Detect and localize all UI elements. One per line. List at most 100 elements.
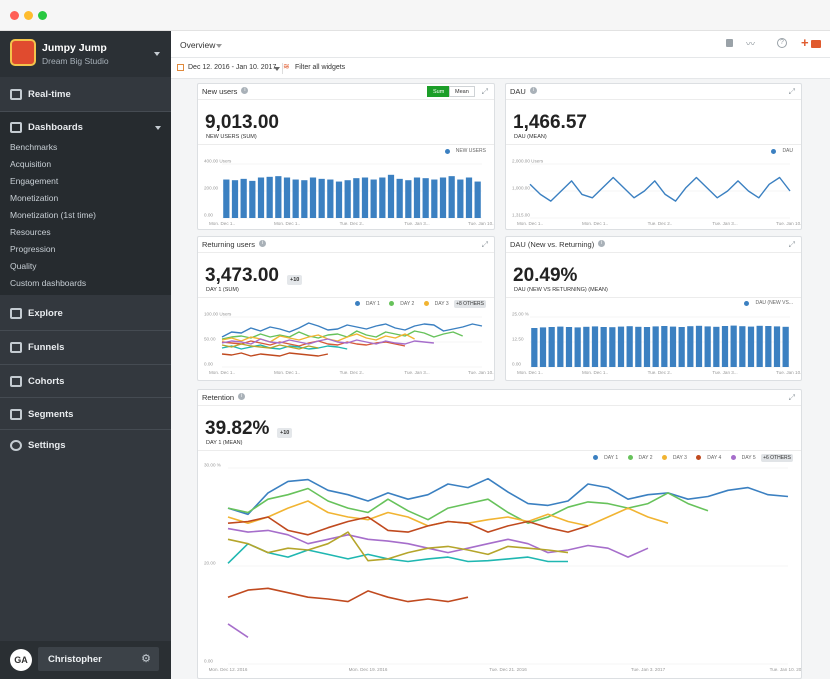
divider — [506, 297, 801, 298]
more-metrics-badge[interactable]: +10 — [277, 428, 293, 438]
expand-icon[interactable]: ⤢ — [788, 393, 795, 402]
bar — [635, 326, 642, 367]
dau-chart: 2,000.00 Users 1,000.00 1,315.00 Mon. Dec 1… — [512, 159, 801, 227]
legend-label: DAY 5 — [741, 454, 756, 461]
info-icon[interactable]: i — [598, 240, 606, 247]
nav-custom-dashboards[interactable]: Custom dashboards — [10, 278, 87, 288]
metric-label: DAY 1 (MEAN) — [206, 440, 243, 446]
y-tick-label: 12.50 — [512, 337, 524, 342]
maximize-window-button[interactable] — [38, 11, 47, 20]
series-line — [227, 623, 249, 638]
dashboard-icon[interactable] — [811, 40, 821, 48]
info-icon[interactable]: i — [238, 393, 246, 400]
y-tick-label: 400.00 Users — [204, 159, 232, 164]
legend-more-button[interactable]: +6 OTHERS — [761, 454, 793, 462]
close-window-button[interactable] — [10, 11, 19, 20]
x-tick-label: Mon. Dec 1.. — [517, 221, 543, 226]
app-name: Jumpy Jump — [42, 42, 107, 54]
nav-monetization-first-time[interactable]: Monetization (1st time) — [10, 210, 96, 220]
nav-progression[interactable]: Progression — [10, 244, 56, 254]
legend-swatch — [444, 148, 450, 154]
sum-toggle[interactable]: Sum — [427, 86, 451, 97]
bar — [739, 326, 746, 367]
expand-icon[interactable]: ⤢ — [481, 87, 488, 96]
bar — [292, 179, 299, 218]
info-icon[interactable]: i — [258, 240, 266, 247]
nav-acquisition[interactable]: Acquisition — [10, 159, 52, 169]
lock-icon[interactable] — [726, 39, 733, 47]
chevron-down-icon — [274, 67, 280, 71]
app-switcher[interactable]: Jumpy Jump Dream Big Studio — [0, 31, 171, 77]
nav-segments[interactable]: Segments — [0, 402, 171, 428]
trend-icon[interactable]: 〰 — [746, 39, 756, 49]
more-metrics-badge[interactable]: +10 — [287, 275, 303, 285]
mean-toggle[interactable]: Mean — [449, 86, 475, 97]
x-tick-label: Mon. Dec 12. 2016 — [209, 667, 248, 672]
nav-settings-label: Settings — [28, 440, 66, 451]
nav-explore[interactable]: Explore — [0, 301, 171, 327]
nav-realtime[interactable]: Real-time — [0, 82, 171, 108]
nav-engagement[interactable]: Engagement — [10, 176, 59, 186]
user-menu[interactable]: Christopher ⚙ — [38, 647, 159, 671]
user-avatar[interactable]: GA — [10, 649, 32, 671]
bar — [361, 177, 369, 218]
date-range-picker[interactable]: Dec 12. 2016 - Jan 10. 2017 — [188, 64, 277, 71]
divider — [506, 144, 801, 145]
nav-settings[interactable]: Settings — [0, 433, 171, 459]
x-tick-label: Tue. Dec 21. 2016 — [489, 667, 527, 672]
card-header: Returning users i ⤢ — [198, 237, 494, 253]
legend-label: DAY 3 — [434, 300, 449, 307]
nav-benchmarks[interactable]: Benchmarks — [10, 142, 58, 152]
divider — [0, 429, 171, 430]
info-icon[interactable]: i — [241, 87, 249, 94]
funnels-icon — [10, 342, 22, 353]
bar — [704, 326, 711, 367]
x-tick-label: Mon. Dec 1.. — [274, 370, 300, 375]
x-tick-label: Tue. Jan 3... — [712, 221, 737, 226]
bar — [687, 326, 694, 367]
returning-users-card: Returning users i ⤢ 3,473.00 +10 DAY 1 (S… — [197, 236, 495, 381]
legend-swatch — [730, 455, 736, 461]
dau-card: DAU i ⤢ 1,466.57 DAU (MEAN) DAU 2,000.00 … — [505, 83, 802, 230]
y-tick-label: 1,315.00 — [512, 213, 530, 218]
bar — [275, 176, 282, 218]
bar — [396, 178, 403, 218]
expand-icon[interactable]: ⤢ — [788, 240, 795, 249]
add-widget-icon[interactable]: + — [801, 35, 809, 50]
gear-icon[interactable]: ⚙ — [141, 653, 151, 665]
divider — [0, 364, 171, 365]
series-line — [227, 531, 569, 562]
legend-more-button[interactable]: +8 OTHERS — [454, 300, 486, 308]
nav-quality[interactable]: Quality — [10, 261, 37, 271]
chart-legend: DAY 1 DAY 2 DAY 3 +8 OTHERS — [347, 300, 486, 308]
cohorts-icon — [10, 376, 22, 387]
minimize-window-button[interactable] — [24, 11, 33, 20]
bar — [583, 326, 590, 367]
x-tick-label: Mon. Dec 1.. — [274, 221, 300, 226]
info-icon[interactable]: i — [529, 87, 537, 94]
nav-resources[interactable]: Resources — [10, 227, 51, 237]
y-tick-label: 50.00 — [204, 337, 216, 342]
nav-cohorts[interactable]: Cohorts — [0, 369, 171, 395]
help-icon[interactable]: ? — [777, 38, 787, 48]
expand-icon[interactable]: ⤢ — [481, 240, 488, 249]
nav-dashboards[interactable]: Dashboards — [0, 115, 171, 141]
expand-icon[interactable]: ⤢ — [788, 87, 795, 96]
bar — [448, 176, 455, 218]
series-line — [227, 516, 589, 536]
legend-swatch — [389, 301, 395, 307]
x-tick-label: Tue. Dec 2.. — [340, 221, 365, 226]
bar — [353, 178, 360, 218]
overview-dropdown[interactable]: Overview — [180, 40, 216, 50]
filter-widgets-button[interactable]: Filter all widgets — [295, 64, 346, 71]
nav-funnels[interactable]: Funnels — [0, 335, 171, 361]
x-tick-label: Tue. Jan 3... — [712, 370, 737, 375]
bar — [335, 181, 343, 218]
nav-monetization[interactable]: Monetization — [10, 193, 59, 203]
divider — [0, 111, 171, 112]
bar — [344, 180, 351, 218]
bar — [422, 178, 429, 218]
series-line — [227, 542, 568, 564]
bar — [713, 326, 720, 367]
bar — [756, 325, 763, 367]
